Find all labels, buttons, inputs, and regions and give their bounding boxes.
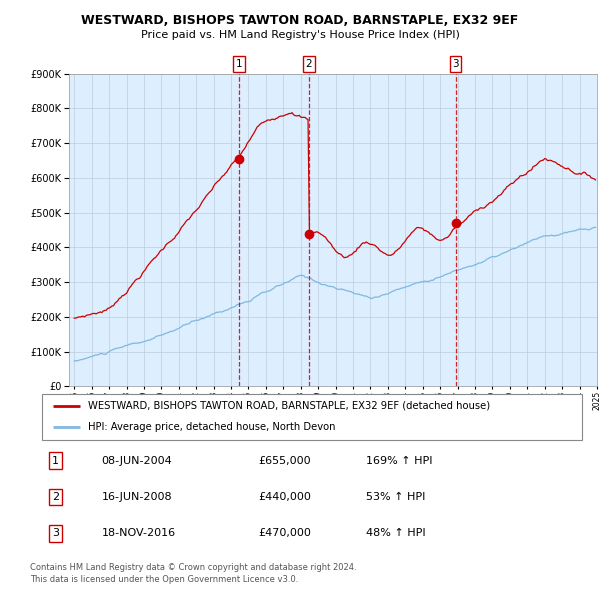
Text: £655,000: £655,000 xyxy=(258,455,311,466)
Text: 1: 1 xyxy=(235,59,242,69)
Text: 53% ↑ HPI: 53% ↑ HPI xyxy=(366,492,425,502)
FancyBboxPatch shape xyxy=(42,394,582,440)
Text: WESTWARD, BISHOPS TAWTON ROAD, BARNSTAPLE, EX32 9EF (detached house): WESTWARD, BISHOPS TAWTON ROAD, BARNSTAPL… xyxy=(88,401,490,411)
Text: This data is licensed under the Open Government Licence v3.0.: This data is licensed under the Open Gov… xyxy=(30,575,298,584)
Text: 48% ↑ HPI: 48% ↑ HPI xyxy=(366,529,425,539)
Text: £440,000: £440,000 xyxy=(258,492,311,502)
Text: 2: 2 xyxy=(305,59,312,69)
Text: HPI: Average price, detached house, North Devon: HPI: Average price, detached house, Nort… xyxy=(88,422,335,432)
Text: WESTWARD, BISHOPS TAWTON ROAD, BARNSTAPLE, EX32 9EF: WESTWARD, BISHOPS TAWTON ROAD, BARNSTAPL… xyxy=(82,14,518,27)
Text: 2: 2 xyxy=(52,492,59,502)
Text: 1: 1 xyxy=(52,455,59,466)
Text: 18-NOV-2016: 18-NOV-2016 xyxy=(101,529,176,539)
Text: Price paid vs. HM Land Registry's House Price Index (HPI): Price paid vs. HM Land Registry's House … xyxy=(140,31,460,40)
Text: 3: 3 xyxy=(452,59,459,69)
Text: 169% ↑ HPI: 169% ↑ HPI xyxy=(366,455,433,466)
Text: 08-JUN-2004: 08-JUN-2004 xyxy=(101,455,172,466)
Text: £470,000: £470,000 xyxy=(258,529,311,539)
Text: 3: 3 xyxy=(52,529,59,539)
Text: Contains HM Land Registry data © Crown copyright and database right 2024.: Contains HM Land Registry data © Crown c… xyxy=(30,563,356,572)
Text: 16-JUN-2008: 16-JUN-2008 xyxy=(101,492,172,502)
